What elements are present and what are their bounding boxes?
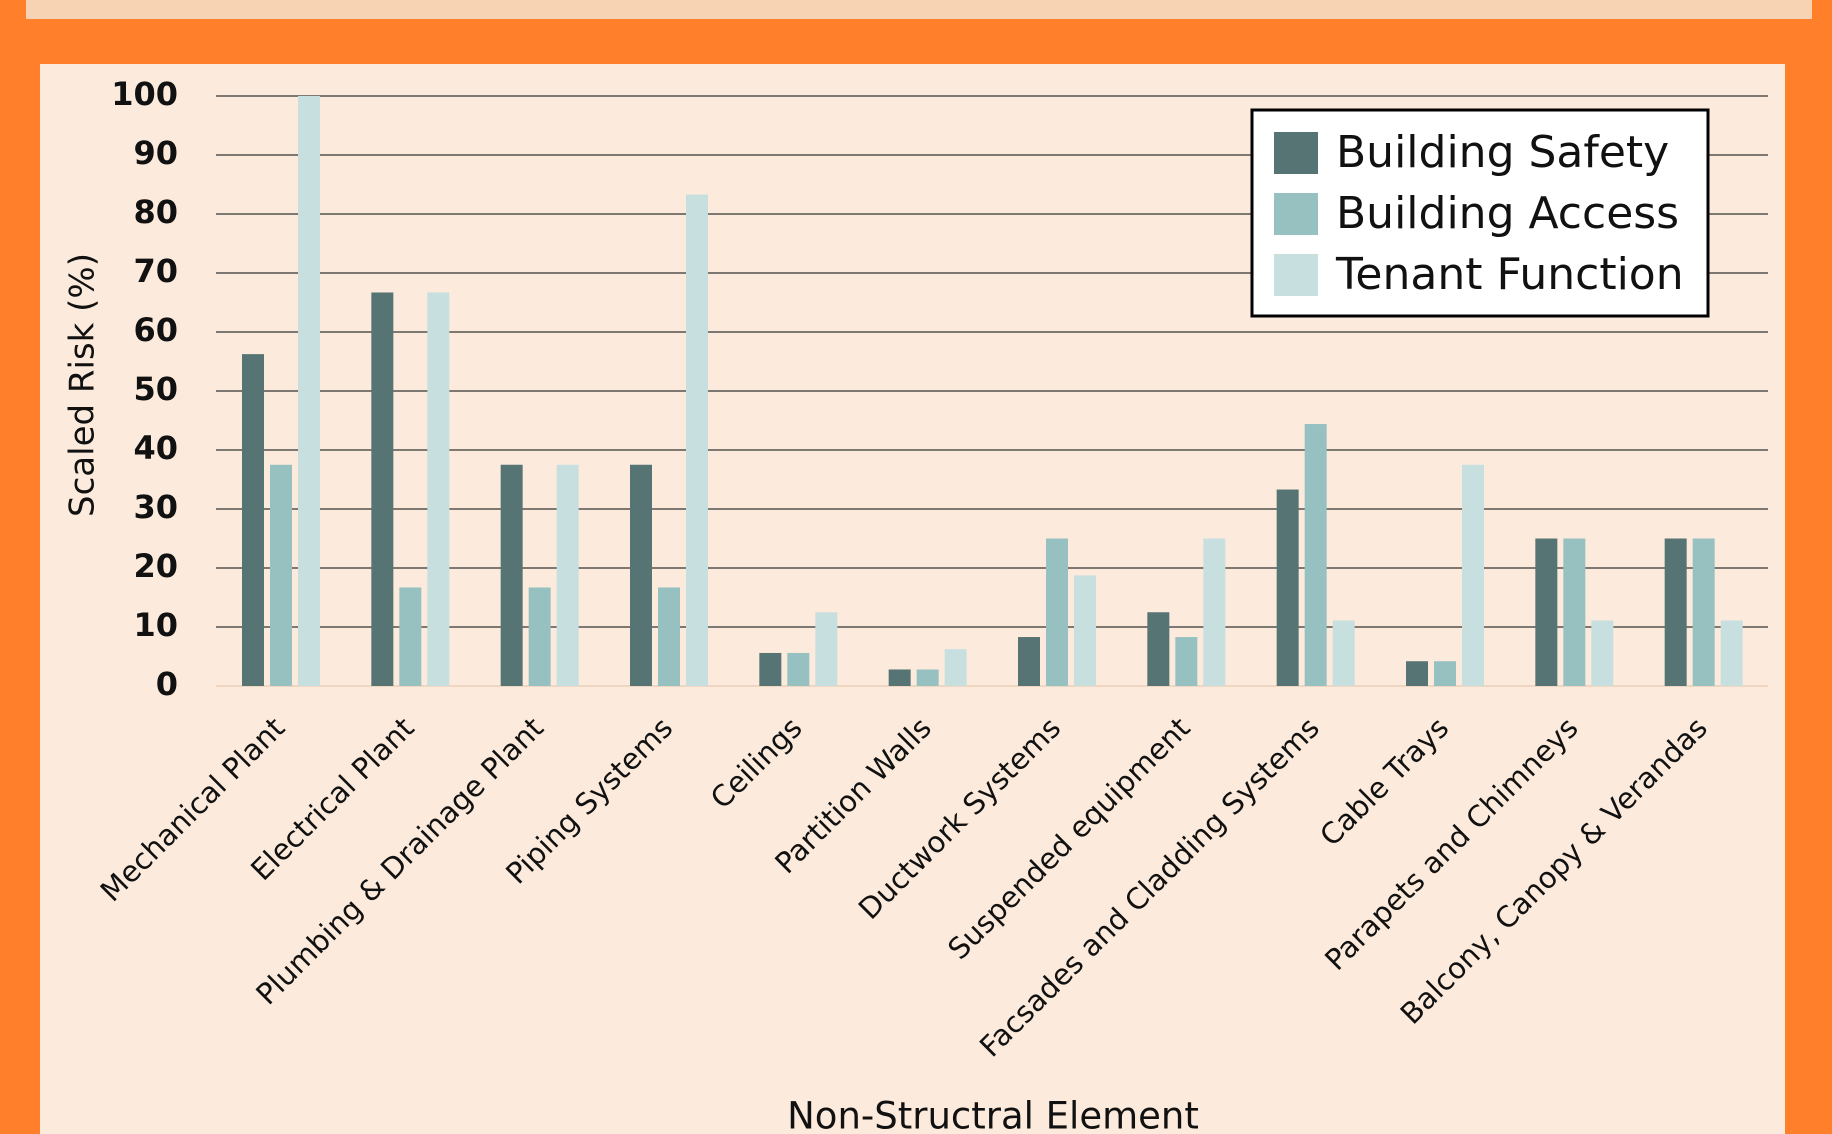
bar xyxy=(1046,538,1068,686)
legend-box xyxy=(1250,108,1710,318)
legend-label: Building Safety xyxy=(1336,127,1669,178)
bar xyxy=(686,194,708,686)
bar xyxy=(1203,538,1226,686)
bar xyxy=(298,96,320,686)
bar xyxy=(528,587,551,686)
y-tick-label: 0 xyxy=(156,665,178,703)
bar xyxy=(1406,661,1428,686)
bar xyxy=(1304,424,1327,686)
x-axis-title: Non-Structral Element xyxy=(787,1095,1199,1134)
bar xyxy=(1591,620,1614,686)
bar xyxy=(1074,575,1096,686)
bar xyxy=(658,587,680,686)
bar xyxy=(888,669,911,686)
legend-label: Tenant Function xyxy=(1335,249,1684,300)
bar xyxy=(500,464,523,686)
y-tick-label: 90 xyxy=(133,134,178,172)
legend-swatch xyxy=(1274,193,1318,235)
bar xyxy=(1434,661,1456,686)
bar xyxy=(399,587,422,686)
bar xyxy=(944,649,967,686)
legend-swatch xyxy=(1274,132,1318,174)
bar xyxy=(787,652,810,686)
bar xyxy=(427,292,450,686)
legend-swatch xyxy=(1274,254,1318,296)
bar xyxy=(1692,538,1715,686)
y-tick-label: 50 xyxy=(133,370,178,408)
bar xyxy=(1018,637,1040,686)
bar xyxy=(1462,464,1484,686)
bar xyxy=(242,354,264,686)
bar xyxy=(1664,538,1687,686)
bar xyxy=(1720,620,1743,686)
y-tick-label: 70 xyxy=(133,252,178,290)
bar xyxy=(1175,637,1198,686)
y-tick-label: 60 xyxy=(133,311,178,349)
bar xyxy=(1147,612,1170,686)
bar xyxy=(1563,538,1586,686)
bar xyxy=(1535,538,1558,686)
y-tick-label: 40 xyxy=(133,429,178,467)
bar xyxy=(630,464,652,686)
y-tick-label: 100 xyxy=(111,75,178,113)
bar xyxy=(1332,620,1355,686)
bar xyxy=(815,612,838,686)
bar xyxy=(916,669,939,686)
y-tick-label: 30 xyxy=(133,488,178,526)
bar xyxy=(270,464,292,686)
y-tick-label: 10 xyxy=(133,606,178,644)
bar xyxy=(1276,489,1299,686)
legend-label: Building Access xyxy=(1336,188,1679,239)
bar xyxy=(556,464,579,686)
y-tick-label: 20 xyxy=(133,547,178,585)
bar xyxy=(371,292,394,686)
bar xyxy=(759,652,782,686)
y-tick-label: 80 xyxy=(133,193,178,231)
top-strip xyxy=(26,0,1812,19)
y-axis-title: Scaled Risk (%) xyxy=(63,253,103,517)
